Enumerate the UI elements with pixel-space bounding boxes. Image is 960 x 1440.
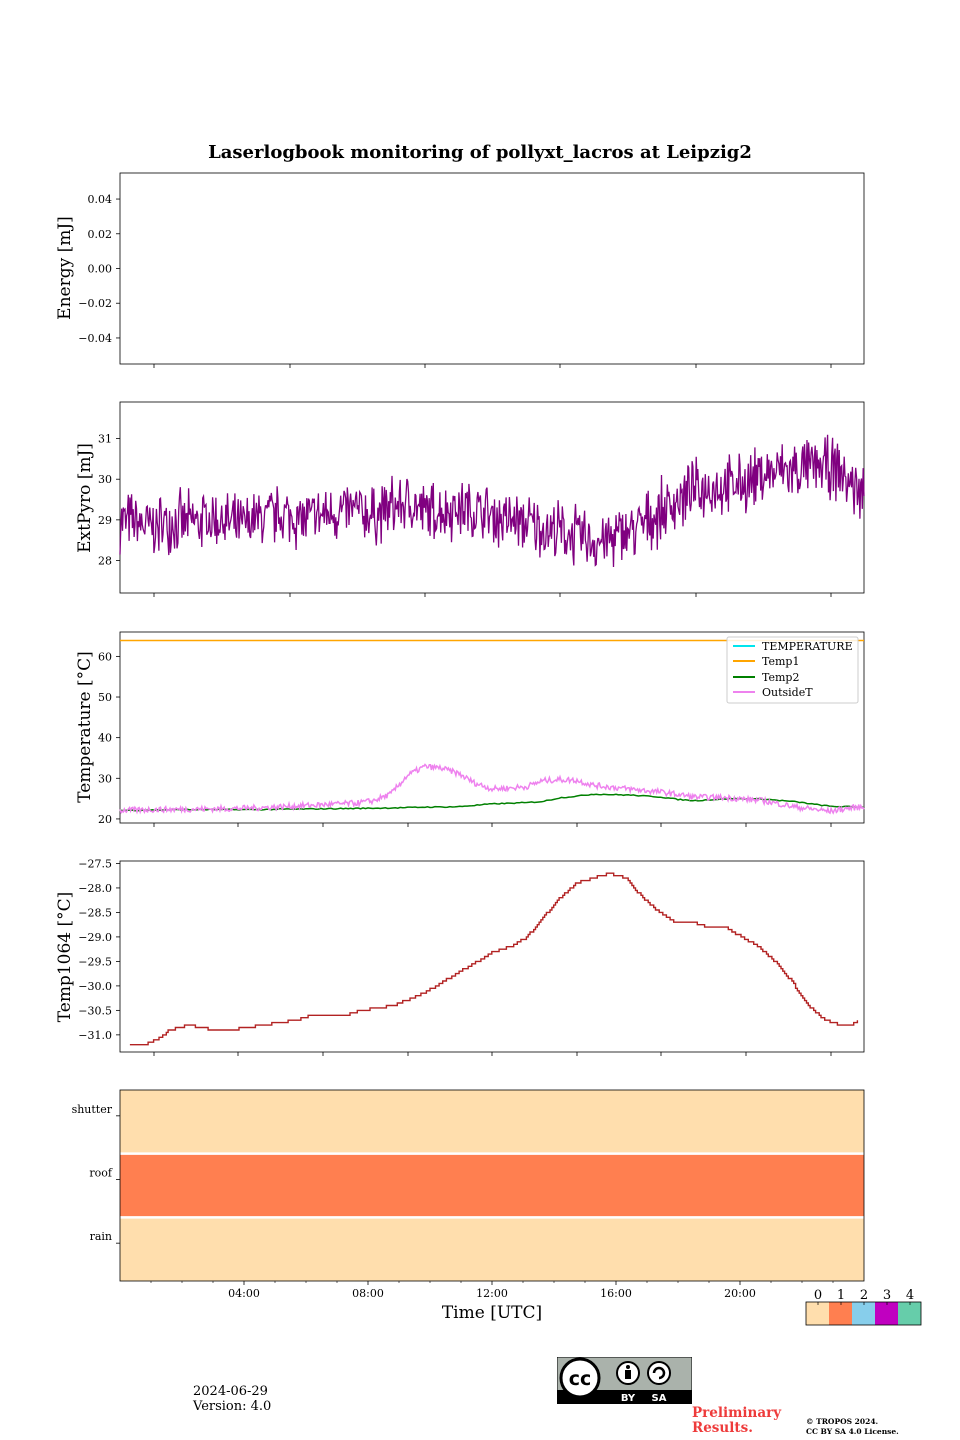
date-label: 2024-06-29 (193, 1384, 268, 1399)
temperature-panel: Temperature [°C] 60 50 40 30 20 TEMPERATURE … (75, 631, 865, 827)
status-cell-shutter (120, 1090, 864, 1154)
xtick-label: 20:00 (724, 1287, 756, 1300)
ytick-label: 0.04 (88, 193, 113, 206)
status-panel: shutter roof rain 04:00 08:00 12:00 16:00 20:00… (72, 1089, 865, 1323)
ytick-label: 0.00 (88, 263, 113, 276)
ytick-label: 28 (98, 554, 112, 567)
temp1064-ylabel: Temp1064 [°C] (55, 892, 75, 1023)
status-row-label: roof (89, 1167, 113, 1180)
ytick-label: 60 (98, 650, 112, 663)
cc-icon-label: cc (569, 1368, 592, 1390)
ytick-label: 29 (98, 514, 112, 527)
colorbar-tick-label: 0 (814, 1288, 822, 1303)
colorbar-swatch-2 (852, 1302, 875, 1325)
sa-icon (647, 1361, 671, 1385)
legend-label-temperature: TEMPERATURE (762, 640, 853, 653)
temp2-series-line (119, 793, 865, 812)
energy-panel: Energy [mJ] 0.04 0.02 0.00 −0.02 −0.04 (55, 172, 865, 368)
ytick-label: −29.5 (78, 955, 112, 968)
ytick-label: −0.02 (78, 297, 112, 310)
colorbar-swatch-3 (875, 1302, 898, 1325)
copyright-line-2: CC BY SA 4.0 License. (806, 1427, 899, 1436)
colorbar-swatch-1 (829, 1302, 852, 1325)
temp1064-panel: Temp1064 [°C] −27.5 −28.0 −28.5 −29.0 −29.5 −… (55, 857, 865, 1056)
chart-title: Laserlogbook monitoring of pollyxt_lacro… (208, 142, 752, 163)
status-row-label: shutter (72, 1103, 113, 1116)
xtick-label: 04:00 (228, 1287, 260, 1300)
version-label: Version: 4.0 (193, 1399, 272, 1414)
legend-label-outsidet: OutsideT (762, 686, 813, 699)
ytick-label: −30.5 (78, 1004, 112, 1017)
ytick-label: −0.04 (78, 332, 112, 345)
legend-box (726, 636, 859, 704)
colorbar-swatch-0 (806, 1302, 829, 1325)
ytick-label: −29.0 (78, 931, 112, 944)
ytick-label: 31 (98, 433, 112, 446)
ytick-label: 20 (98, 813, 112, 826)
temp1064-series-line (129, 872, 859, 1046)
extpyro-series-line (119, 434, 865, 568)
sa-label: SA (652, 1393, 667, 1404)
ytick-label: 40 (98, 732, 112, 745)
colorbar-tick-label: 4 (906, 1288, 914, 1303)
colorbar-tick-label: 2 (860, 1288, 868, 1303)
ytick-label: 0.02 (88, 228, 113, 241)
ytick-label: −28.0 (78, 882, 112, 895)
ytick-label: 30 (98, 772, 112, 785)
energy-axes-frame (119, 172, 865, 365)
temp1064-axes-frame (119, 860, 865, 1053)
by-label: BY (621, 1393, 636, 1404)
ytick-label: −28.5 (78, 906, 112, 919)
cc-by-sa-badge: cc BY SA (557, 1357, 692, 1404)
colorbar-swatch-4 (898, 1302, 921, 1325)
temperature-ylabel: Temperature [°C] (75, 651, 95, 803)
ytick-label: 50 (98, 691, 112, 704)
extpyro-panel: ExtPyro [mJ] 31 30 29 28 (75, 401, 865, 597)
status-cell-rain (120, 1217, 864, 1281)
colorbar-tick-label: 3 (883, 1288, 891, 1303)
outsidet-series-line (119, 763, 865, 815)
preliminary-line-1: Preliminary (692, 1405, 782, 1421)
status-cell-roof (120, 1153, 864, 1218)
copyright-notice: © TROPOS 2024. CC BY SA 4.0 License. (806, 1417, 899, 1437)
legend-label-temp2: Temp2 (762, 671, 799, 684)
preliminary-line-2: Results. (692, 1420, 753, 1436)
ytick-label: −30.0 (78, 980, 112, 993)
xtick-label: 12:00 (476, 1287, 508, 1300)
energy-ylabel: Energy [mJ] (55, 216, 75, 320)
colorbar-tick-label: 1 (837, 1288, 845, 1303)
temperature-legend: TEMPERATURE Temp1 Temp2 OutsideT (726, 636, 859, 704)
cc-icon (559, 1357, 601, 1399)
preliminary-results-label: Preliminary Results. (692, 1406, 781, 1436)
extpyro-axes-frame (119, 401, 865, 594)
ytick-label: 30 (98, 473, 112, 486)
xtick-label: 08:00 (352, 1287, 384, 1300)
status-xlabel: Time [UTC] (442, 1303, 542, 1323)
colorbar-frame (805, 1301, 922, 1326)
xtick-label: 16:00 (600, 1287, 632, 1300)
extpyro-ylabel: ExtPyro [mJ] (75, 443, 95, 553)
copyright-line-1: © TROPOS 2024. (806, 1417, 879, 1426)
ytick-label: −31.0 (78, 1029, 112, 1042)
status-row-label: rain (90, 1230, 112, 1243)
ytick-label: −27.5 (78, 857, 112, 870)
legend-label-temp1: Temp1 (762, 655, 799, 668)
